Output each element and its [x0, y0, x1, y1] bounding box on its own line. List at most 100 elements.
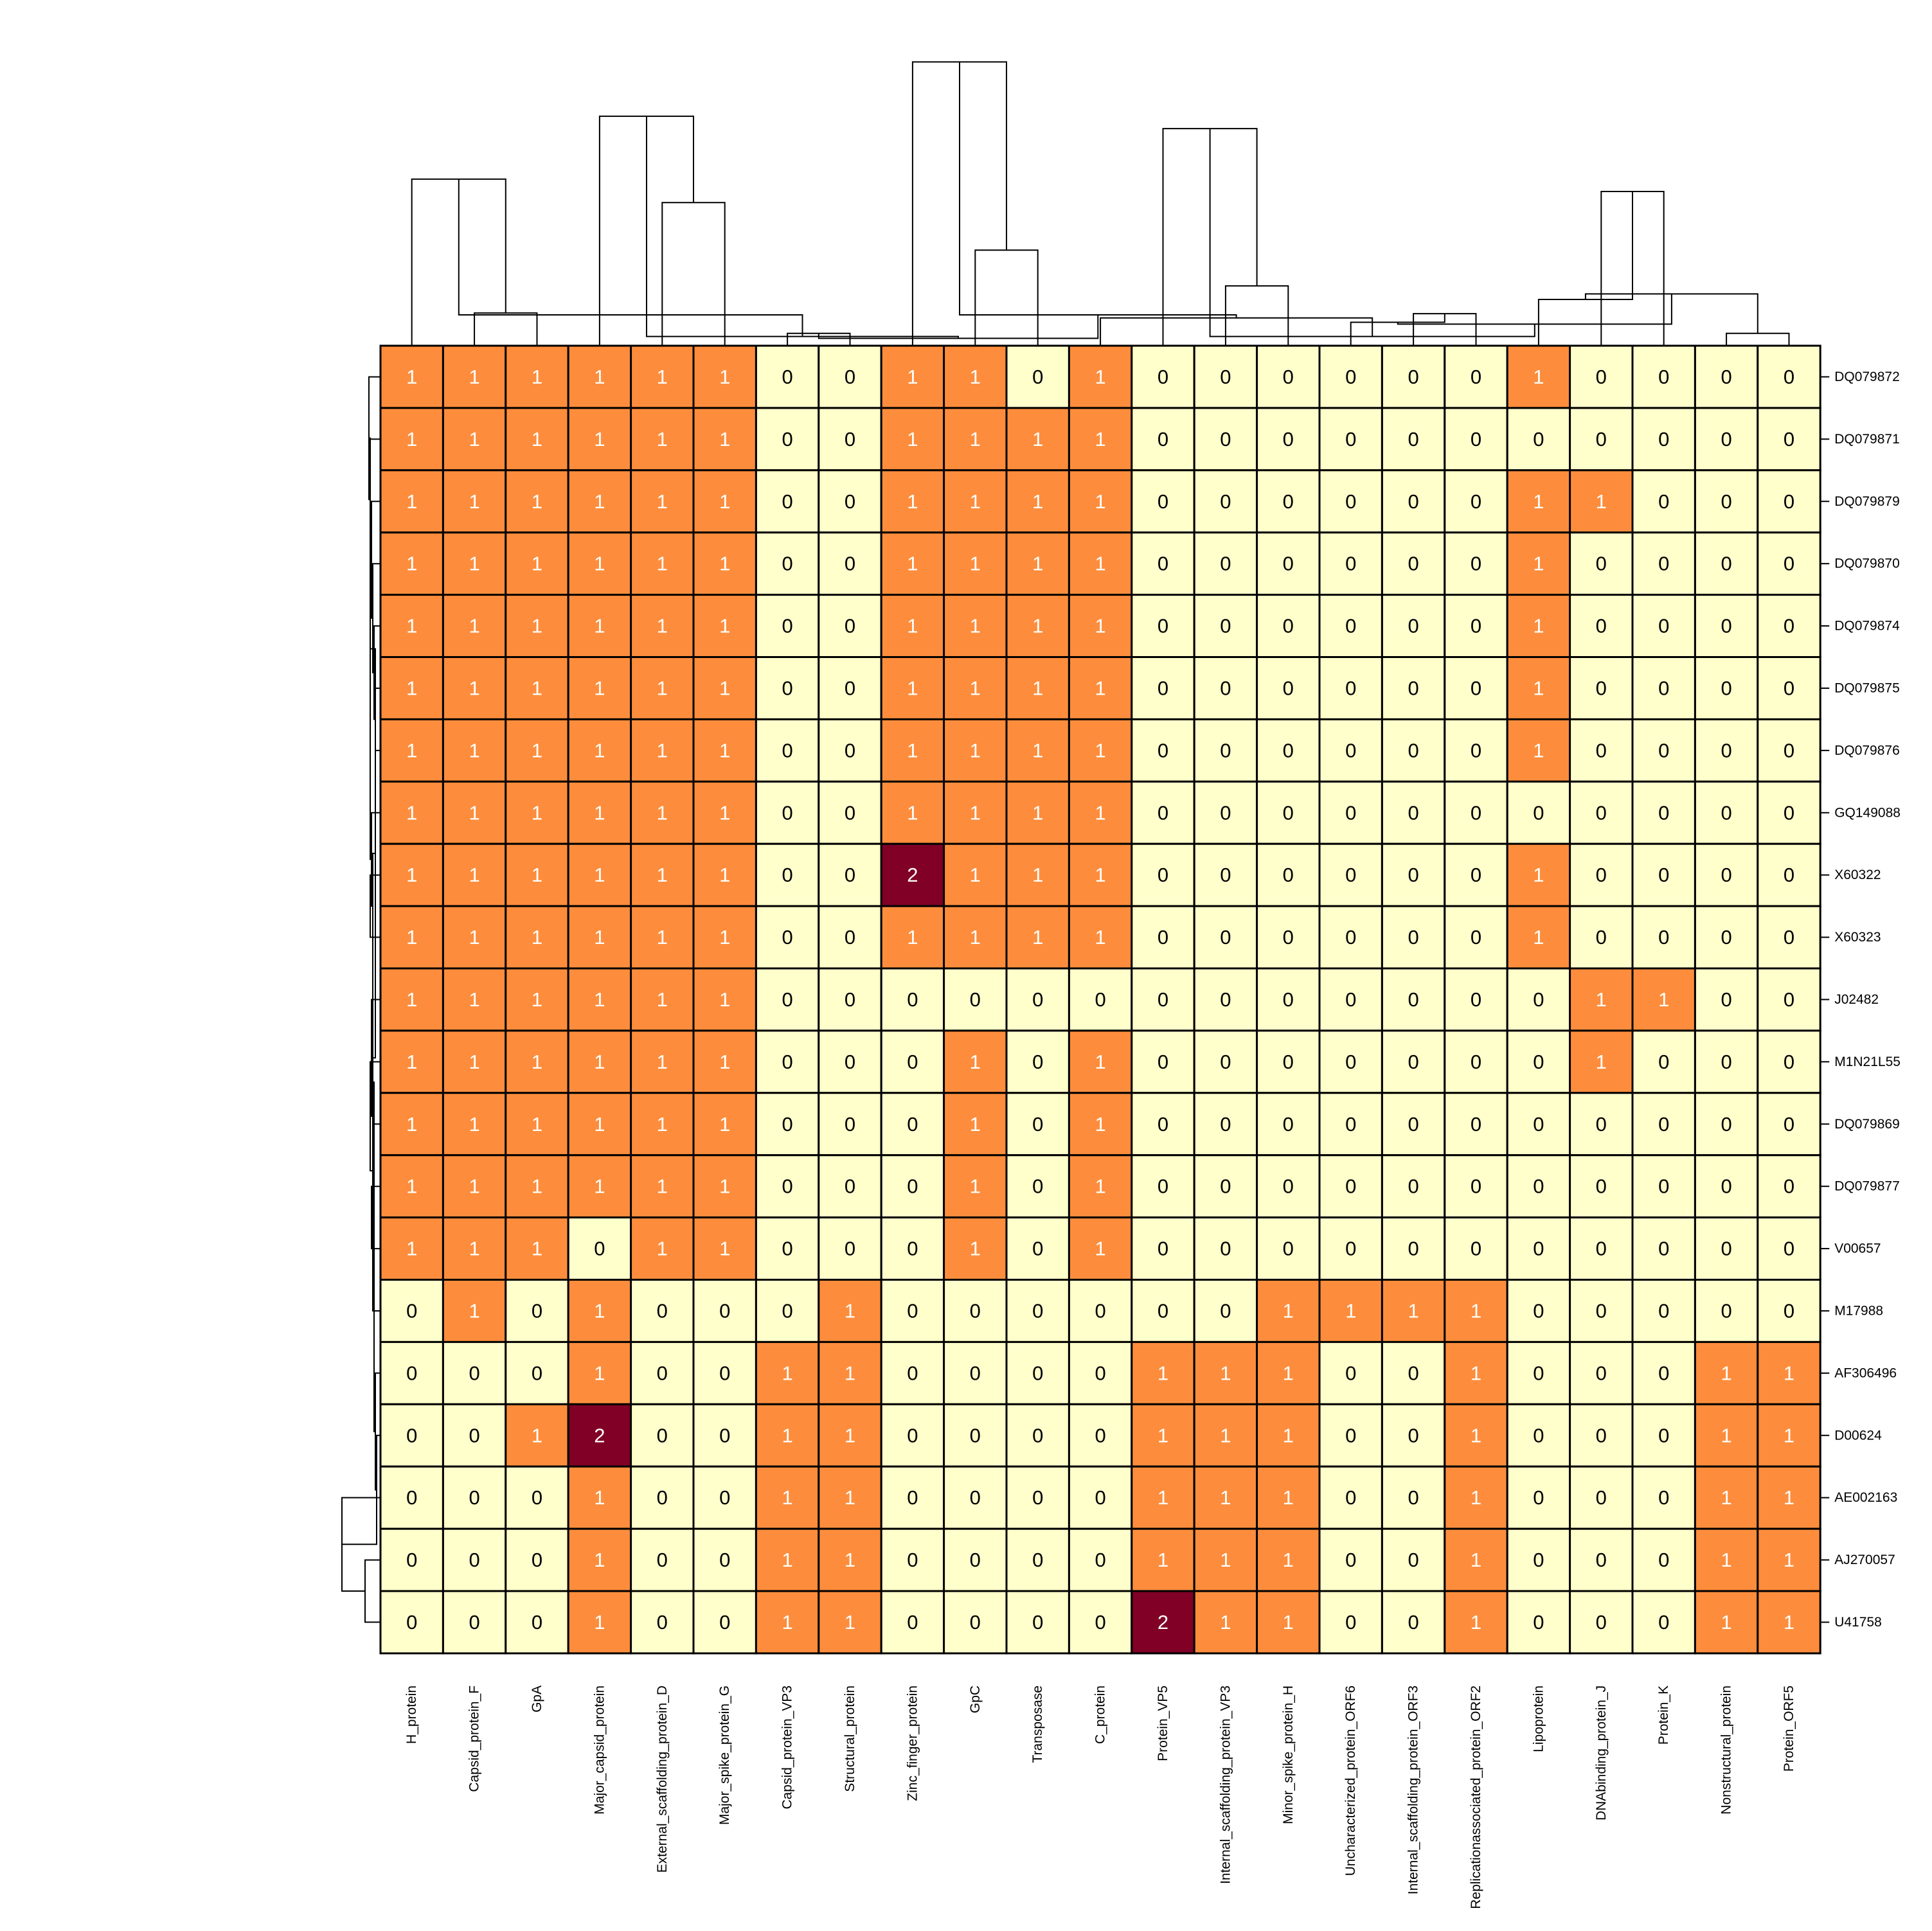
- cell-value-label: 1: [1095, 677, 1105, 700]
- cell-value-label: 1: [532, 988, 542, 1011]
- cell-value-label: 0: [782, 490, 792, 513]
- cell-value-label: 0: [1220, 553, 1231, 575]
- cell-value-label: 0: [782, 801, 792, 824]
- cell-value-label: 1: [782, 1611, 792, 1633]
- cell-value-label: 0: [1596, 1611, 1607, 1633]
- cell-value-label: 0: [1658, 615, 1669, 637]
- cell-value-label: 0: [1596, 1300, 1607, 1322]
- cell-value-label: 0: [1721, 366, 1731, 388]
- dendrogram-branch: [1100, 318, 1372, 346]
- cell-value-label: 1: [406, 988, 417, 1011]
- cell-value-label: 1: [406, 677, 417, 700]
- cell-value-label: 0: [1596, 1549, 1607, 1571]
- cell-value-label: 0: [1721, 490, 1731, 513]
- cell-value-label: 1: [970, 677, 981, 700]
- cell-value-label: 0: [1408, 615, 1418, 637]
- cell-value-label: 1: [907, 553, 918, 575]
- cell-value-label: 1: [1095, 1051, 1105, 1073]
- cell-value-label: 0: [1784, 615, 1794, 637]
- dendrogram-branch: [365, 1560, 380, 1623]
- dendrogram-branch: [474, 313, 537, 346]
- cell-value-label: 1: [845, 1300, 855, 1322]
- cell-value-label: 0: [406, 1611, 417, 1633]
- dendrogram-branch: [662, 202, 724, 346]
- cell-value-label: 0: [1658, 1113, 1669, 1135]
- cell-value-label: 0: [1471, 739, 1481, 761]
- cell-value-label: 0: [1471, 677, 1481, 700]
- cell-value-label: 0: [1158, 615, 1168, 637]
- cell-value-label: 0: [782, 926, 792, 948]
- cell-value-label: 0: [782, 1300, 792, 1322]
- cell-value-label: 0: [1345, 1611, 1356, 1633]
- cell-value-label: 1: [594, 1486, 605, 1509]
- cell-value-label: 1: [469, 428, 479, 450]
- cell-value-label: 1: [406, 490, 417, 513]
- cell-value-label: 0: [1095, 988, 1105, 1011]
- cell-value-label: 1: [1784, 1611, 1794, 1633]
- cell-value-label: 1: [469, 739, 479, 761]
- cell-value-label: 1: [1784, 1362, 1794, 1384]
- column-label: Capsid_protein_VP3: [780, 1686, 795, 1810]
- cell-value-label: 1: [406, 553, 417, 575]
- dendrogram-branch: [819, 315, 1098, 339]
- cell-value-label: 1: [1095, 1113, 1105, 1135]
- cell-value-label: 0: [406, 1424, 417, 1446]
- cell-value-label: 0: [469, 1549, 479, 1571]
- row-label: DQ079870: [1834, 556, 1900, 571]
- cell-value-label: 0: [1032, 1300, 1043, 1322]
- cell-value-label: 1: [845, 1486, 855, 1509]
- dendrogram-branch: [1539, 191, 1632, 346]
- cell-value-label: 1: [907, 615, 918, 637]
- cell-value-label: 1: [719, 1113, 730, 1135]
- cell-value-label: 1: [1032, 553, 1043, 575]
- cell-value-label: 0: [469, 1486, 479, 1509]
- row-label: AE002163: [1834, 1490, 1897, 1505]
- cell-value-label: 0: [907, 1051, 918, 1073]
- cell-value-label: 1: [1533, 926, 1544, 948]
- cell-value-label: 0: [1345, 1549, 1356, 1571]
- cell-value-label: 1: [1095, 1238, 1105, 1260]
- cell-value-label: 0: [1283, 1051, 1294, 1073]
- cell-value-label: 0: [1345, 739, 1356, 761]
- cell-value-label: 0: [1784, 428, 1794, 450]
- cell-value-label: 0: [1158, 677, 1168, 700]
- cell-value-label: 0: [845, 553, 855, 575]
- cell-value-label: 1: [970, 926, 981, 948]
- dendrogram-branch: [1726, 334, 1789, 346]
- column-label: GpA: [530, 1686, 544, 1713]
- cell-value-label: 0: [1596, 1362, 1607, 1384]
- cell-value-label: 0: [907, 1424, 918, 1446]
- cell-value-label: 0: [970, 1300, 981, 1322]
- cell-value-label: 1: [1283, 1486, 1294, 1509]
- row-label: AJ270057: [1834, 1553, 1895, 1567]
- cell-value-label: 1: [594, 677, 605, 700]
- cell-value-label: 0: [782, 1113, 792, 1135]
- cell-value-label: 1: [657, 615, 668, 637]
- cell-value-label: 1: [594, 1113, 605, 1135]
- cell-value-label: 1: [532, 1113, 542, 1135]
- cell-value-label: 1: [532, 1175, 542, 1198]
- cell-value-label: 1: [719, 553, 730, 575]
- cell-value-label: 1: [532, 553, 542, 575]
- cell-value-label: 1: [782, 1362, 792, 1384]
- cell-value-label: 0: [782, 988, 792, 1011]
- cell-value-label: 0: [1471, 988, 1481, 1011]
- cell-value-label: 0: [907, 1549, 918, 1571]
- cell-value-label: 1: [970, 801, 981, 824]
- cell-value-label: 1: [469, 615, 479, 637]
- cell-value-label: 0: [1471, 428, 1481, 450]
- cell-value-label: 0: [1658, 1549, 1669, 1571]
- cell-value-label: 0: [782, 1051, 792, 1073]
- row-label: DQ079877: [1834, 1179, 1900, 1194]
- cell-value-label: 1: [469, 1300, 479, 1322]
- cell-value-label: 0: [1032, 988, 1043, 1011]
- row-label: D00624: [1834, 1428, 1882, 1443]
- cell-value-label: 0: [1158, 864, 1168, 886]
- cell-value-label: 1: [532, 615, 542, 637]
- cell-value-label: 1: [594, 553, 605, 575]
- heatmap-cells: 1 1 1 1 1 1 0 0 1 1 0 1 0 0 0 0 0 0 1 0 0 0 0 1 1 1 1 1 1 0 0 1 1 1 1 0 0 0 0 0…: [380, 346, 1820, 1653]
- column-label: GpC: [968, 1686, 983, 1713]
- cell-value-label: 1: [907, 366, 918, 388]
- cell-value-label: 0: [845, 428, 855, 450]
- cell-value-label: 2: [1158, 1611, 1168, 1633]
